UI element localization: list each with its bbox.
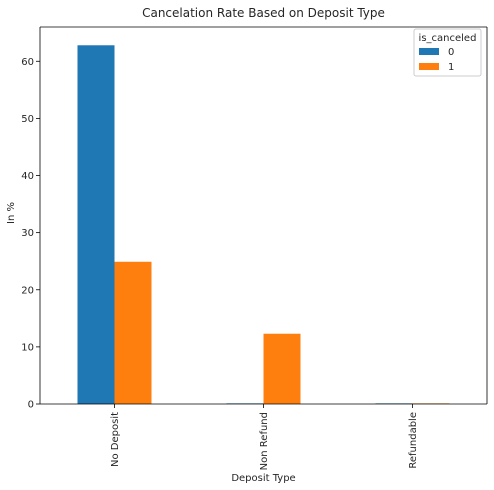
legend-swatch-1 — [419, 63, 439, 70]
y-tick-label: 60 — [21, 57, 34, 68]
chart-title: Cancelation Rate Based on Deposit Type — [142, 6, 385, 20]
y-tick-label: 40 — [21, 171, 34, 182]
y-tick-label: 50 — [21, 114, 34, 125]
legend-swatch-0 — [419, 48, 439, 55]
legend-title: is_canceled — [419, 33, 477, 44]
bar-no-deposit-series-1 — [114, 261, 152, 404]
y-axis-title: In % — [6, 202, 17, 224]
x-tick-label: Refundable — [408, 412, 419, 469]
legend-label-0: 0 — [448, 47, 454, 58]
x-axis-title: Deposit Type — [231, 473, 295, 484]
y-tick-label: 20 — [21, 285, 34, 296]
legend: is_canceled 0 1 — [413, 28, 482, 77]
bar-non-refund-series-1 — [263, 333, 301, 404]
legend-label-1: 1 — [448, 62, 454, 73]
x-tick-label: Non Refund — [259, 412, 270, 470]
y-tick-label: 10 — [21, 342, 34, 353]
y-tick-label: 0 — [28, 400, 34, 411]
bar-no-deposit-series-0 — [77, 45, 115, 405]
y-tick-label: 30 — [21, 228, 34, 239]
x-tick-label: No Deposit — [110, 412, 121, 467]
